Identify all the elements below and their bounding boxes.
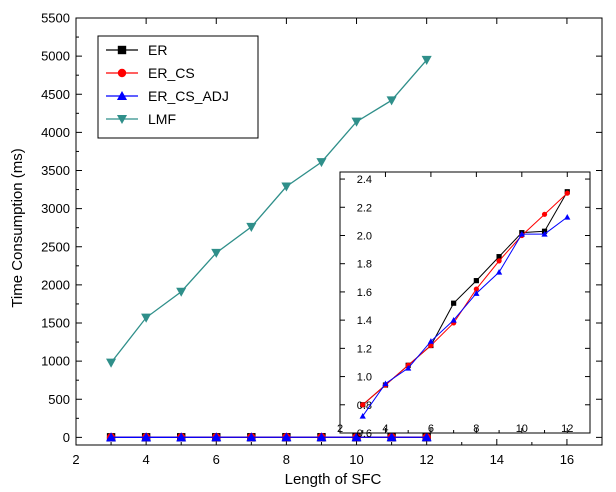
inset-data-point [428, 342, 434, 349]
inset-data-point [450, 317, 457, 323]
inset-data-point [427, 338, 435, 344]
legend-label: ER [148, 42, 167, 58]
data-point [211, 432, 222, 442]
y-tick-label: 3000 [41, 201, 70, 216]
x-tick-label: 10 [349, 452, 363, 467]
inset-data-point [473, 290, 480, 296]
legend-marker [117, 45, 127, 55]
inset-x-tick-label: 4 [382, 423, 388, 435]
legend: ER ER_CS ER_CS_ADJ LMF [97, 35, 259, 139]
y-tick-label: 4000 [41, 125, 70, 140]
data-point [386, 432, 397, 442]
legend-label: ER_CS [148, 65, 195, 81]
y-axis-label: Time Consumption (ms) [9, 148, 26, 307]
inset-x-tick-label: 8 [473, 423, 479, 435]
data-point [141, 432, 152, 442]
inset-x-tick-label: 12 [561, 423, 573, 435]
inset-data-point [496, 258, 502, 264]
legend-label: LMF [148, 111, 176, 127]
data-point [351, 432, 362, 442]
legend-entry: ER_CS [106, 65, 195, 81]
data-point [176, 287, 187, 297]
inset-x-tick-label: 6 [428, 423, 434, 435]
plot-frame [75, 17, 603, 446]
legend-entry: ER_CS_ADJ [106, 88, 229, 104]
inset-data-point [564, 214, 571, 220]
inset-data-point [496, 254, 502, 260]
series-er-cs-adj [106, 432, 432, 442]
inset-y-tick-label: 0.6 [357, 428, 372, 440]
y-tick-label: 3500 [41, 163, 70, 178]
x-tick-label: 16 [560, 452, 574, 467]
inset-x-tick-label: 10 [516, 423, 528, 435]
legend-label: ER_CS_ADJ [148, 88, 229, 104]
inset-y-tick-label: 1.4 [357, 315, 372, 327]
x-tick-label: 12 [419, 452, 433, 467]
inset-data-point [359, 412, 366, 419]
inset-x-tick-label: 2 [337, 423, 343, 435]
data-point [176, 432, 187, 442]
data-point [246, 222, 257, 232]
inset-y-tick-label: 1.0 [357, 372, 372, 384]
data-point [281, 182, 292, 192]
y-tick-label: 2500 [41, 239, 70, 254]
data-point [211, 248, 222, 258]
data-point [246, 432, 257, 442]
inset-y-tick-label: 1.2 [357, 343, 372, 355]
inset-series-er-cs-adj [359, 214, 571, 419]
inset-y-tick-label: 1.8 [357, 259, 372, 271]
y-tick-label: 2000 [41, 277, 70, 292]
inset-data-point [541, 230, 548, 237]
data-point [281, 432, 292, 442]
legend-marker [117, 68, 127, 78]
y-tick-label: 5000 [41, 49, 70, 64]
x-tick-label: 2 [72, 452, 79, 467]
x-tick-label: 6 [213, 452, 220, 467]
data-point [421, 55, 432, 65]
y-tick-label: 4500 [41, 87, 70, 102]
data-point [351, 117, 362, 127]
inset-data-point [451, 300, 457, 306]
y-tick-label: 5500 [41, 11, 70, 26]
data-point [106, 432, 117, 442]
data-point [106, 358, 117, 368]
y-tick-label: 0 [63, 430, 70, 445]
inset-data-point [495, 269, 503, 275]
series-lmf [106, 55, 432, 368]
inset-y-tick-label: 2.4 [357, 174, 372, 186]
x-axis-label: Length of SFC [285, 471, 382, 488]
y-tick-label: 1000 [41, 354, 70, 369]
inset-series-line [362, 216, 568, 417]
main-plot: 2 4 6 8 10 12 14 16 0 500 1000 1500 2000 2500 3000 3500… [41, 11, 603, 467]
data-point [316, 432, 327, 442]
legend-marker [116, 114, 128, 125]
y-tick-label: 500 [48, 392, 70, 407]
x-tick-label: 8 [283, 452, 290, 467]
x-tick-label: 14 [490, 452, 504, 467]
legend-marker [116, 90, 128, 101]
inset-data-point [360, 402, 366, 408]
inset-data-point [473, 286, 479, 292]
inset-y-tick-label: 1.6 [357, 287, 372, 299]
series-line [110, 59, 428, 364]
inset-data-point [382, 380, 389, 387]
data-point [421, 432, 432, 442]
data-point [316, 158, 327, 168]
inset-data-point [518, 230, 525, 237]
inset-y-tick-label: 2.0 [357, 230, 372, 242]
x-tick-label: 4 [143, 452, 150, 467]
inset-data-point [405, 364, 412, 371]
inset-data-point [541, 211, 548, 217]
inset-frame [339, 171, 591, 434]
legend-entry: LMF [106, 111, 176, 127]
y-tick-label: 1500 [41, 316, 70, 331]
inset-data-point [564, 190, 570, 196]
data-point [141, 313, 152, 323]
inset-y-tick-label: 2.2 [357, 202, 372, 214]
legend-entry: ER [106, 42, 167, 58]
data-point [386, 96, 397, 106]
inset-data-point [473, 278, 479, 284]
